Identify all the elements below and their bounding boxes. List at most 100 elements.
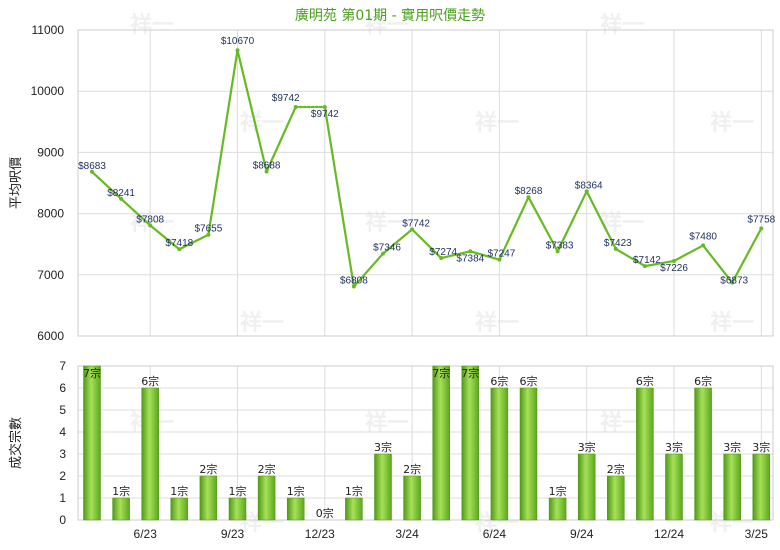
watermark-text: 祥一 [600, 12, 644, 38]
volume-bar-label: 6宗 [636, 374, 654, 388]
x-tick-label: 12/24 [654, 527, 684, 541]
price-point-label: $9742 [311, 109, 339, 120]
price-point-label: $7226 [660, 263, 688, 274]
price-line-segment [643, 259, 676, 268]
watermark-text: 祥一 [710, 110, 754, 136]
price-line-segment [90, 170, 123, 200]
x-tick-label: 6/23 [134, 527, 158, 541]
x-tick-label: 3/24 [395, 527, 419, 541]
volume-y-tick-label: 0 [59, 513, 66, 527]
volume-y-axis-label: 成交宗數 [8, 417, 24, 469]
volume-bar-label: 6宗 [141, 374, 159, 388]
price-point-label: $6808 [340, 276, 368, 287]
price-plot-frame [77, 29, 774, 337]
price-point [672, 258, 676, 263]
price-y-tick-label: 8000 [37, 207, 64, 221]
volume-bar-label: 3宗 [374, 440, 392, 454]
volume-bar-label: 1宗 [229, 484, 247, 498]
volume-bar-label: 1宗 [112, 484, 130, 498]
price-point [468, 249, 473, 254]
price-point-label: $7742 [402, 218, 430, 229]
price-line-segment [672, 244, 705, 263]
volume-y-tick-label: 1 [59, 491, 66, 505]
x-tick-label: 9/23 [221, 527, 245, 541]
volume-bar-label: 2宗 [403, 462, 421, 476]
price-y-tick-label: 6000 [37, 329, 64, 343]
volume-bar [665, 453, 683, 521]
watermark-text: 祥一 [475, 110, 519, 136]
volume-y-tick-label: 3 [59, 447, 66, 461]
volume-bar-label: 2宗 [258, 462, 276, 476]
price-point-label: $7142 [633, 255, 661, 266]
price-point [555, 249, 560, 254]
price-line-segment [265, 105, 297, 173]
volume-bar-label: 1宗 [549, 484, 567, 498]
volume-y-tick-label: 2 [59, 469, 66, 483]
price-point [381, 251, 385, 256]
price-line-segment [381, 228, 414, 255]
volume-plot-frame [77, 365, 774, 521]
volume-bar [83, 365, 101, 521]
price-point [264, 169, 269, 174]
price-line-segment [149, 224, 181, 251]
chart-title: 廣明苑 第01期 - 實用呎價走勢 [295, 7, 485, 24]
volume-bar [548, 497, 567, 521]
price-point-label: $7758 [747, 214, 775, 225]
volume-y-tick-label: 6 [59, 381, 66, 395]
x-tick-label: 12/23 [305, 527, 335, 541]
volume-bar [141, 387, 159, 521]
price-point [584, 189, 589, 194]
volume-bar [461, 365, 480, 521]
volume-bar [636, 387, 654, 521]
price-y-tick-label: 9000 [37, 145, 64, 159]
price-point-label: $7383 [546, 240, 574, 251]
price-point [235, 48, 240, 53]
price-line-segment [556, 190, 588, 253]
watermark-text: 祥一 [475, 310, 519, 336]
watermark-text: 祥一 [240, 310, 284, 336]
x-tick-label: 6/24 [483, 527, 507, 541]
price-y-axis-label: 平均呎價 [9, 157, 24, 209]
price-line-segment [498, 196, 530, 261]
price-point [119, 196, 124, 201]
price-line-segment [207, 49, 239, 236]
price-point [497, 257, 502, 262]
price-point [642, 264, 647, 269]
volume-bar-label: 1宗 [170, 484, 188, 498]
volume-bar-label: 6宗 [694, 374, 712, 388]
price-point [439, 256, 444, 261]
price-point-label: $7655 [194, 224, 222, 235]
price-line-segment [440, 250, 472, 260]
x-tick-label: 3/25 [745, 527, 769, 541]
price-y-tick-label: 11000 [32, 23, 65, 37]
volume-bar [607, 475, 625, 521]
volume-bar-label: 7宗 [83, 366, 101, 380]
watermark-text: 祥一 [365, 12, 409, 38]
volume-bar-label: 3宗 [752, 440, 770, 454]
volume-bar-label: 6宗 [490, 374, 508, 388]
price-point [206, 232, 211, 237]
price-point-label: $7274 [429, 247, 457, 258]
watermark-text: 祥一 [365, 210, 409, 236]
volume-y-tick-label: 4 [59, 425, 66, 439]
volume-bar [286, 497, 305, 521]
price-line-segment [469, 250, 501, 261]
volume-bar [403, 475, 421, 521]
price-point-label: $7480 [689, 231, 717, 242]
price-y-tick-label: 7000 [37, 268, 64, 282]
price-point [730, 280, 735, 285]
price-line-segment [236, 49, 268, 173]
price-point-label: $9742 [272, 93, 300, 104]
volume-bars: 7宗 1宗 6宗 1宗 2宗 1宗 2宗 1宗 0宗 1宗 3宗 2宗 7宗 7宗 6宗 6宗 1宗 3宗 2宗 6宗… [83, 365, 770, 521]
volume-bar-label: 2宗 [607, 462, 625, 476]
volume-bar-label: 6宗 [520, 374, 538, 388]
volume-y-tick-label: 5 [59, 403, 66, 417]
price-line-segment [614, 247, 647, 268]
volume-bar-label: 7宗 [432, 366, 450, 380]
price-point-label: $8688 [253, 160, 281, 171]
price-point-label: $8241 [107, 188, 135, 199]
price-point-label: $7808 [136, 214, 164, 225]
price-line-segment [119, 197, 152, 227]
volume-bar [490, 387, 509, 521]
